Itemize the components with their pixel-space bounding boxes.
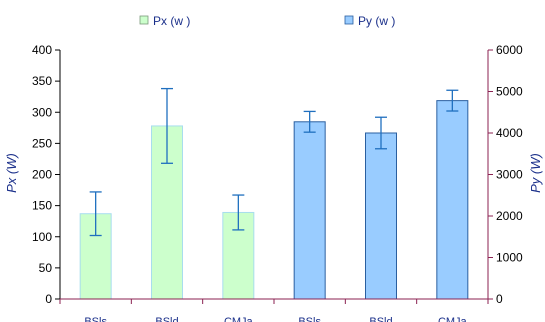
legend: Px (w ) Py (w )	[139, 14, 395, 28]
right-tick-label: 1000	[496, 251, 523, 265]
y-axis-title-right: Py (W)	[528, 153, 543, 193]
legend-label-px: Px (w )	[153, 14, 190, 28]
left-tick-label: 350	[32, 74, 52, 88]
left-tick-label: 400	[32, 43, 52, 57]
x-axis-ticks: BSls BSld CMJa BSls BSld CMJa	[59, 299, 489, 322]
category-label: BSld	[369, 316, 392, 322]
legend-swatch-px	[139, 15, 149, 25]
category-label: CMJa	[224, 316, 254, 322]
left-tick-label: 300	[32, 105, 52, 119]
legend-label-py: Py (w )	[358, 14, 395, 28]
right-tick-label: 5000	[496, 85, 523, 99]
left-tick-label: 100	[32, 230, 52, 244]
right-tick-label: 2000	[496, 209, 523, 223]
category-label: CMJa	[438, 316, 468, 322]
left-tick-label: 150	[32, 199, 52, 213]
left-tick-label: 0	[45, 292, 52, 306]
bar-series-2	[436, 100, 469, 300]
bar-series-2	[293, 121, 326, 300]
error-bars	[89, 87, 459, 237]
category-label: BSls	[298, 316, 321, 322]
left-tick-label: 50	[39, 261, 53, 275]
category-label: BSld	[155, 316, 178, 322]
y-axis-title-left: Px (W)	[4, 153, 19, 193]
bars	[79, 100, 469, 300]
right-tick-label: 4000	[496, 126, 523, 140]
category-label: BSls	[84, 316, 107, 322]
right-tick-label: 0	[496, 292, 503, 306]
left-tick-label: 200	[32, 168, 52, 182]
bar-series-2	[365, 132, 397, 300]
left-tick-label: 250	[32, 136, 52, 150]
legend-swatch-py	[344, 15, 354, 25]
left-axis-ticks: 0 50 100 150 200 250 300 350 400	[32, 43, 60, 306]
right-axis-ticks: 0 1000 2000 3000 4000 5000 6000	[488, 43, 523, 306]
right-tick-label: 3000	[496, 168, 523, 182]
right-tick-label: 6000	[496, 43, 523, 57]
